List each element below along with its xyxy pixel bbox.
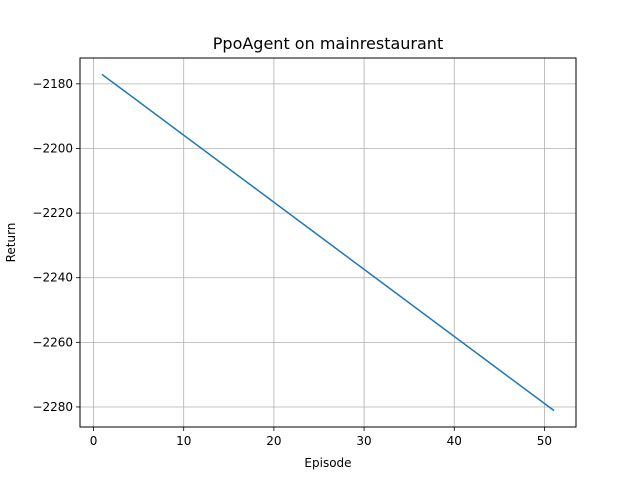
x-tick-label: 40	[447, 434, 462, 448]
series-line	[101, 73, 555, 412]
x-tick-label: 50	[537, 434, 552, 448]
y-tick-label: −2180	[32, 77, 73, 91]
x-tick-label: 20	[266, 434, 281, 448]
chart-title: PpoAgent on mainrestaurant	[213, 34, 443, 53]
y-tick-label: −2220	[32, 206, 73, 220]
y-tick-label: −2260	[32, 335, 73, 349]
ticks: 0 10 20 30 40 50 −2180 −2200 −2220 −2240 −2260 −228…	[32, 77, 552, 448]
x-axis-label: Episode	[304, 456, 351, 470]
y-tick-label: −2200	[32, 141, 73, 155]
plot-frame	[79, 57, 577, 428]
y-tick-label: −2240	[32, 271, 73, 285]
y-axis-label: Return	[4, 223, 18, 263]
x-tick-label: 10	[176, 434, 191, 448]
series-layer	[101, 73, 555, 412]
y-tick-label: −2280	[32, 400, 73, 414]
grid	[80, 58, 576, 427]
x-tick-label: 30	[356, 434, 371, 448]
x-tick-label: 0	[90, 434, 98, 448]
